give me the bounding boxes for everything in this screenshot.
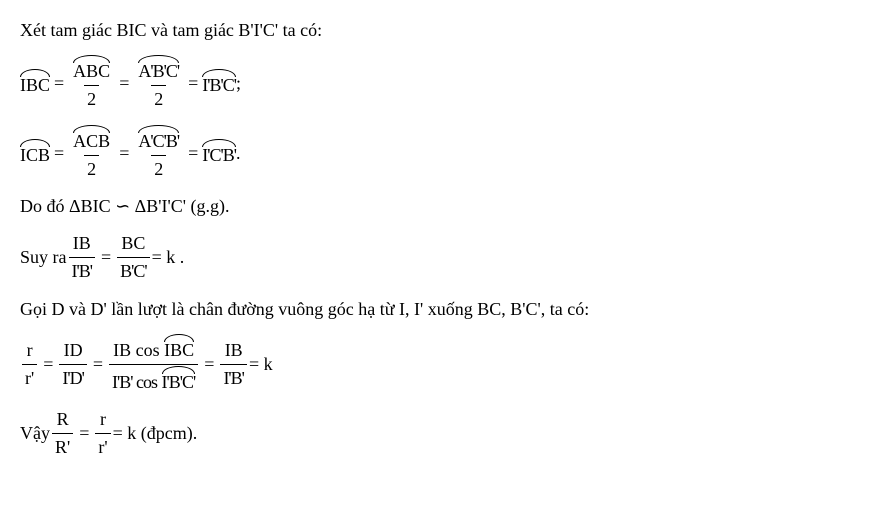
arc-acprime: A'C'B' bbox=[138, 125, 179, 154]
fraction-id: ID I'D' bbox=[59, 338, 86, 391]
arc-iprime-cos: I'B'C' bbox=[162, 366, 196, 395]
equals-sign: = bbox=[89, 352, 107, 377]
fraction-bc: BC B'C' bbox=[117, 231, 150, 284]
text: Xét tam giác BIC và tam giác B'I'C' ta c… bbox=[20, 18, 322, 43]
fraction-ib: IB I'B' bbox=[69, 231, 96, 284]
equals-sign: = bbox=[184, 141, 202, 166]
fraction-ib2: IB I'B' bbox=[220, 338, 247, 391]
arc-ibc-cos: IBC bbox=[164, 334, 194, 363]
denominator: r' bbox=[22, 364, 37, 391]
denominator: I'B' bbox=[69, 257, 96, 284]
equals-sign: = bbox=[184, 71, 202, 96]
denominator: 2 bbox=[84, 155, 99, 182]
equals-sign: = bbox=[115, 71, 133, 96]
prefix: Suy ra bbox=[20, 245, 67, 270]
denominator: R' bbox=[52, 433, 73, 460]
equals-sign: = bbox=[39, 352, 57, 377]
arc-icb: ICB bbox=[20, 139, 50, 168]
denominator: I'B' bbox=[220, 364, 247, 391]
equals-sign: = bbox=[97, 245, 115, 270]
den-prefix: I'B' cos bbox=[112, 372, 157, 392]
fraction-acprime-2: A'C'B' 2 bbox=[135, 125, 182, 182]
fraction-big-r: R R' bbox=[52, 407, 73, 460]
equation-ratio-ib: Suy ra IB I'B' = BC B'C' = k . bbox=[20, 231, 849, 284]
arc-aprime: A'B'C' bbox=[138, 55, 179, 84]
intro-text: Xét tam giác BIC và tam giác B'I'C' ta c… bbox=[20, 18, 849, 43]
fraction-aprime-2: A'B'C' 2 bbox=[135, 55, 182, 112]
arc-ibc: IBC bbox=[20, 69, 50, 98]
numerator: r bbox=[24, 338, 36, 364]
equation-icb: ICB = ACB 2 = A'C'B' 2 = I'C'B' . bbox=[20, 125, 849, 182]
fraction-r: r r' bbox=[22, 338, 37, 391]
denominator: r' bbox=[95, 433, 110, 460]
tail: = k (đpcm). bbox=[113, 421, 198, 446]
numerator: IB bbox=[222, 338, 246, 364]
arc-acb: ACB bbox=[73, 125, 110, 154]
fraction-ibcos: IB cos IBC I'B' cos I'B'C' bbox=[109, 334, 198, 395]
tail: ; bbox=[236, 71, 241, 96]
equals-sign: = bbox=[75, 421, 93, 446]
equation-ibc: IBC = ABC 2 = A'B'C' 2 = I'B'C' ; bbox=[20, 55, 849, 112]
denominator: 2 bbox=[151, 155, 166, 182]
denominator: 2 bbox=[84, 85, 99, 112]
equation-r-ratio: r r' = ID I'D' = IB cos IBC I'B' cos I'B… bbox=[20, 334, 849, 395]
similarity-text: Do đó ΔBIC ∽ ΔB'I'C' (g.g). bbox=[20, 194, 849, 219]
text: Do đó ΔBIC ∽ ΔB'I'C' (g.g). bbox=[20, 194, 229, 219]
equals-sign: = bbox=[50, 141, 68, 166]
equals-sign: = bbox=[50, 71, 68, 96]
denominator: 2 bbox=[151, 85, 166, 112]
tail: = k . bbox=[152, 245, 185, 270]
numerator: BC bbox=[118, 231, 148, 257]
tail: . bbox=[236, 141, 241, 166]
fraction-small-r: r r' bbox=[95, 407, 110, 460]
numerator: R bbox=[54, 407, 72, 433]
numerator: IB bbox=[70, 231, 94, 257]
tail: = k bbox=[249, 352, 273, 377]
num-prefix: IB cos bbox=[113, 340, 160, 360]
equals-sign: = bbox=[115, 141, 133, 166]
arc-iprime: I'B'C' bbox=[202, 69, 236, 98]
equation-conclusion: Vậy R R' = r r' = k (đpcm). bbox=[20, 407, 849, 460]
equals-sign: = bbox=[200, 352, 218, 377]
arc-abc: ABC bbox=[73, 55, 110, 84]
numerator: r bbox=[97, 407, 109, 433]
perpendicular-text: Gọi D và D' lần lượt là chân đường vuông… bbox=[20, 297, 849, 322]
fraction-abc-2: ABC 2 bbox=[70, 55, 113, 112]
arc-icprime: I'C'B' bbox=[202, 139, 236, 168]
text: Gọi D và D' lần lượt là chân đường vuông… bbox=[20, 297, 589, 322]
fraction-acb-2: ACB 2 bbox=[70, 125, 113, 182]
numerator: ID bbox=[61, 338, 86, 364]
prefix: Vậy bbox=[20, 421, 50, 446]
denominator: I'D' bbox=[59, 364, 86, 391]
denominator: B'C' bbox=[117, 257, 150, 284]
